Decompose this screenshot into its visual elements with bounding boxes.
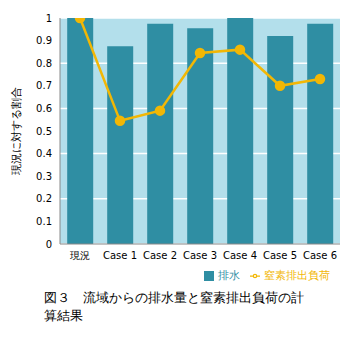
svg-text:Case 2: Case 2	[143, 250, 177, 261]
svg-text:Case 4: Case 4	[223, 250, 257, 261]
html-text:窒素排出負荷: 窒素排出負荷	[264, 269, 330, 282]
svg-text:0.2: 0.2	[36, 193, 52, 204]
svg-text:0.4: 0.4	[36, 148, 52, 159]
html-text:排水: 排水	[218, 269, 240, 282]
svg-text:0.6: 0.6	[36, 103, 52, 114]
svg-text:Case 1: Case 1	[103, 250, 137, 261]
svg-text:0: 0	[46, 239, 52, 250]
svg-text:0.1: 0.1	[36, 216, 52, 227]
svg-text:0.8: 0.8	[36, 58, 52, 69]
svg-text:0.3: 0.3	[36, 171, 52, 182]
html-text:図３ 流域からの排水量と窒素排出負荷の計算結果: 図３ 流域からの排水量と窒素排出負荷の計算結果	[44, 290, 304, 323]
svg-text:Case 5: Case 5	[263, 250, 297, 261]
svg-text:現況: 現況	[70, 250, 90, 261]
svg-text:現況に対する割合: 現況に対する割合	[10, 87, 23, 175]
svg-text:Case 3: Case 3	[183, 250, 217, 261]
svg-text:Case 6: Case 6	[303, 250, 337, 261]
svg-text:0.5: 0.5	[36, 126, 52, 137]
svg-text:0.7: 0.7	[36, 80, 52, 91]
svg-text:0.9: 0.9	[36, 35, 52, 46]
svg-text:1: 1	[46, 13, 52, 24]
